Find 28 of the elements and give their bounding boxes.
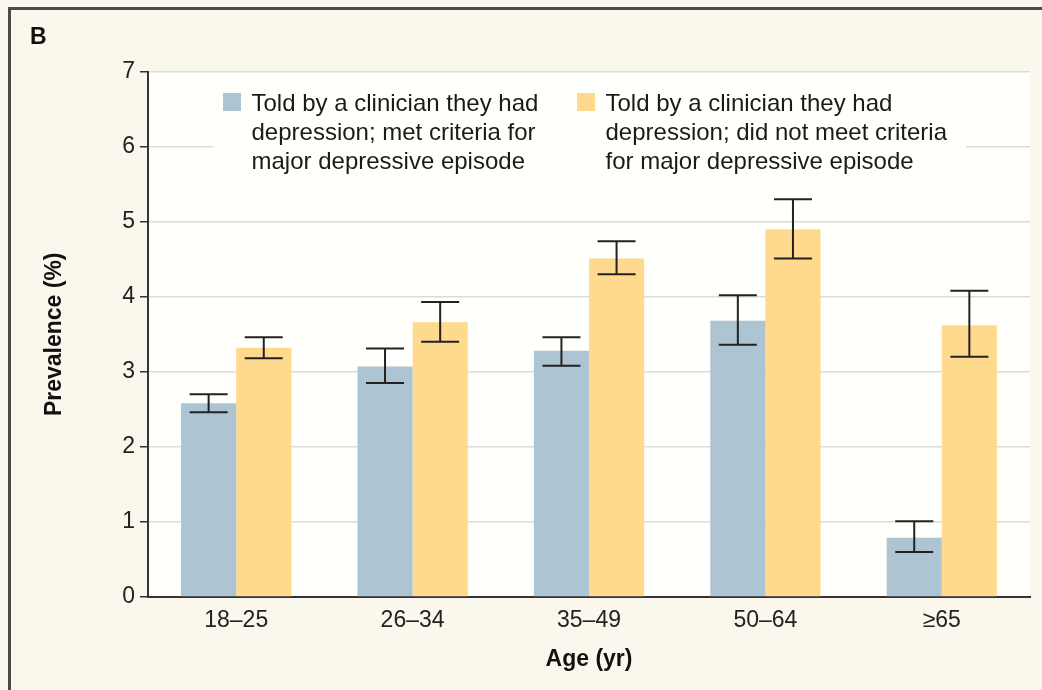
chart-title: B <box>30 23 47 50</box>
y-tick-label: 0 <box>122 582 135 609</box>
bar <box>181 403 237 597</box>
x-tick-label: 35–49 <box>557 606 621 633</box>
bar <box>941 325 997 597</box>
y-tick-label: 1 <box>122 507 135 534</box>
x-tick-label: ≥65 <box>922 606 961 633</box>
bar <box>710 320 766 597</box>
y-tick-label: 2 <box>122 432 135 459</box>
bar <box>886 537 942 597</box>
y-tick-label: 7 <box>122 56 135 83</box>
x-tick-label: 50–64 <box>733 606 798 633</box>
bar <box>412 322 468 597</box>
bar <box>765 229 821 597</box>
y-tick-label: 4 <box>122 282 136 309</box>
y-tick-label: 3 <box>122 357 135 384</box>
bar <box>236 347 292 597</box>
y-axis-title: Prevalence (%) <box>40 252 67 417</box>
x-tick-label: 18–25 <box>204 606 269 633</box>
y-tick-label: 6 <box>122 132 135 158</box>
legend-label: Told by a clinician they had depression; met criteria for major depressive episode <box>251 87 540 175</box>
legend-label: Told by a clinician they had depression; did not meet criteria for major depressive episode <box>605 87 948 175</box>
y-tick-label: 5 <box>122 207 135 234</box>
bar <box>533 350 589 597</box>
x-tick-label: 26–34 <box>380 606 445 633</box>
bar <box>357 366 413 597</box>
x-axis-title: Age (yr) <box>545 644 633 671</box>
bar <box>589 258 645 597</box>
